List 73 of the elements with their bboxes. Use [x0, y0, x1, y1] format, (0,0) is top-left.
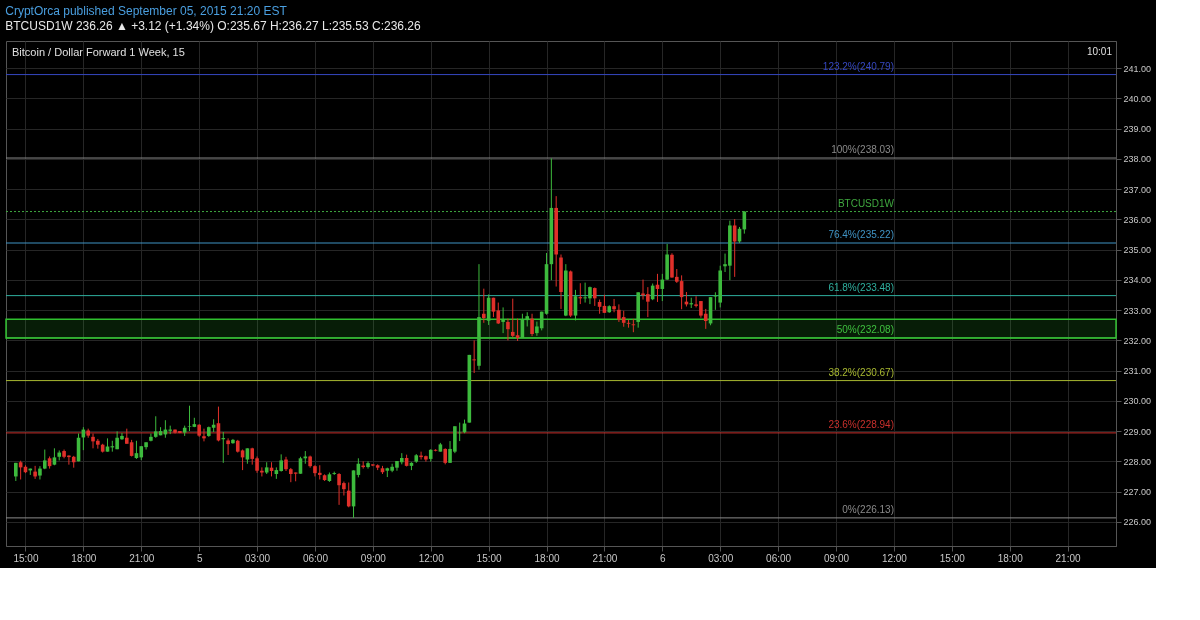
- y-tick-label: 239.00: [1123, 124, 1152, 135]
- y-tick-label: 237.00: [1123, 184, 1152, 195]
- x-tick-label: 12:00: [881, 552, 908, 564]
- x-tick-label: 6: [660, 552, 667, 564]
- x-tick-label: 03:00: [708, 552, 734, 564]
- candlestick: [226, 437, 230, 456]
- x-tick-label: 18:00: [534, 552, 560, 564]
- candlestick: [670, 252, 674, 279]
- ref-line-label: 100%(238.03): [831, 144, 894, 156]
- candlestick: [592, 286, 597, 307]
- candlestick: [506, 318, 510, 341]
- x-tick-label: 15:00: [939, 552, 966, 564]
- ref-line-label: BTCUSD1W: [837, 197, 895, 209]
- x-tick-label: 06:00: [766, 552, 792, 564]
- x-tick-label: 09:00: [823, 552, 850, 564]
- x-tick-label: 5: [196, 552, 203, 564]
- candlestick: [612, 298, 616, 313]
- candlestick: [91, 433, 95, 449]
- ref-line-label: 38.2%(230.67): [828, 366, 894, 378]
- ref-line-label: 76.4%(235.22): [828, 229, 894, 240]
- candlestick: [260, 466, 264, 477]
- ref-line-label: 0%(226.13): [842, 503, 894, 515]
- candlestick: [472, 339, 476, 374]
- x-tick-label: 03:00: [245, 552, 271, 564]
- y-tick-label: 238.00: [1123, 154, 1152, 165]
- x-tick-label: 15:00: [476, 552, 503, 564]
- x-tick-label: 09:00: [360, 552, 387, 564]
- candlestick: [221, 431, 226, 464]
- x-tick-label: 21:00: [1055, 552, 1082, 564]
- candlestick: [578, 282, 583, 305]
- y-tick-label: 228.00: [1123, 456, 1152, 467]
- y-tick-label: 230.00: [1123, 396, 1152, 407]
- x-tick-label: 12:00: [418, 552, 445, 564]
- ref-line-label: 23.6%(228.94): [828, 418, 894, 430]
- chart-title: Bitcoin / Dollar Forward 1 Week, 15: [12, 46, 185, 58]
- x-tick-label: 21:00: [129, 552, 155, 564]
- candlestick: [482, 288, 486, 324]
- candlestick: [530, 313, 534, 337]
- y-tick-label: 226.00: [1123, 517, 1152, 528]
- y-tick-label: 231.00: [1123, 366, 1152, 377]
- y-tick-label: 232.00: [1123, 335, 1152, 346]
- candlestick: [366, 460, 370, 470]
- candlestick: [187, 405, 192, 432]
- annotation: 10:01: [1086, 46, 1113, 57]
- y-tick-label: 241.00: [1123, 63, 1152, 74]
- ref-line-label: 61.8%(233.48): [828, 281, 894, 293]
- y-tick-label: 235.00: [1123, 245, 1152, 256]
- candlestick: [501, 306, 505, 334]
- ref-line-label: 50%(232.08): [836, 323, 894, 335]
- candlestick: [33, 465, 37, 480]
- candlestick: [496, 302, 501, 325]
- candlestick: [202, 428, 206, 442]
- x-tick-label: 21:00: [592, 552, 618, 564]
- ref-line-label: 123.2%(240.79): [822, 60, 894, 72]
- x-tick-label: 18:00: [997, 552, 1024, 564]
- candlestick: [631, 318, 636, 333]
- candlestick: [689, 297, 694, 309]
- y-tick-label: 229.00: [1123, 426, 1152, 437]
- candlestick: [346, 482, 351, 508]
- x-tick-label: 15:00: [13, 552, 39, 564]
- candlestick: [515, 318, 520, 342]
- candlestick: [38, 465, 42, 480]
- text: CryptOrca published September 05, 2015 21:20 EST: [5, 4, 288, 18]
- chart-subtitle: BTCUSD1W 236.26 ▲ +3.12 (+1.34%) O:235.67 H:236.27 L:235.53 C:236.26: [5, 19, 422, 33]
- y-tick-label: 233.00: [1123, 305, 1152, 316]
- y-tick-label: 236.00: [1123, 214, 1152, 225]
- x-tick-label: 06:00: [302, 552, 329, 564]
- y-tick-label: 227.00: [1123, 487, 1152, 498]
- y-tick-label: 240.00: [1123, 93, 1152, 104]
- candlestick: [510, 298, 515, 338]
- y-tick-label: 234.00: [1123, 275, 1152, 286]
- candlestick: [153, 415, 158, 439]
- x-tick-label: 18:00: [71, 552, 97, 564]
